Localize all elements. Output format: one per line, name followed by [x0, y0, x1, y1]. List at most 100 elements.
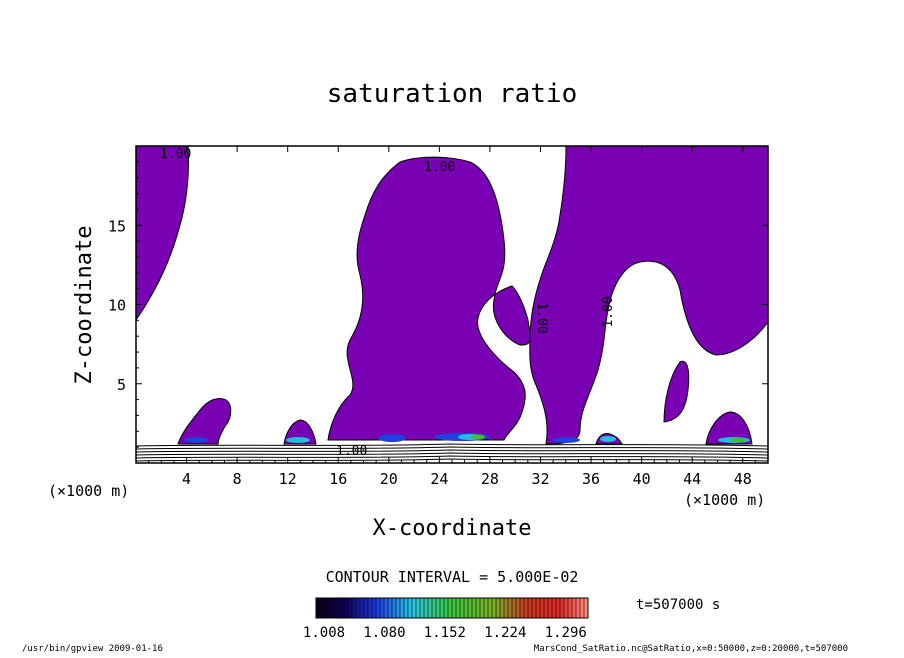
colorbar-swatch	[516, 598, 520, 618]
colorbar-swatch	[336, 598, 340, 618]
colorbar-tick-label: 1.296	[545, 625, 587, 641]
colorbar-swatch	[540, 598, 544, 618]
contour-label-4: 1.00	[601, 296, 616, 327]
colorbar-swatch	[524, 598, 528, 618]
colorbar-swatch	[328, 598, 332, 618]
surface-contour-lines	[136, 443, 768, 462]
colorbar-tick-label: 1.008	[303, 625, 345, 641]
x-tick-label: 24	[430, 470, 448, 488]
colorbar-swatch	[520, 598, 524, 618]
colorbar-swatch	[580, 598, 584, 618]
colorbar-swatch	[320, 598, 324, 618]
colorbar-swatch	[372, 598, 376, 618]
patch-34km	[552, 437, 580, 443]
colorbar-swatch	[436, 598, 440, 618]
patch-28km-green	[471, 434, 485, 440]
colorbar-swatch	[344, 598, 348, 618]
x-unit-right: (×1000 m)	[684, 491, 765, 509]
colorbar-swatch	[324, 598, 328, 618]
colorbar-tick-label: 1.224	[484, 625, 526, 641]
supersaturated-region-small-right	[663, 360, 690, 423]
colorbar-swatch	[568, 598, 572, 618]
colorbar-swatch	[356, 598, 360, 618]
colorbar-swatch	[368, 598, 372, 618]
y-axis-title: Z-coordinate	[72, 226, 97, 385]
x-tick-label: 32	[531, 470, 549, 488]
x-tick-label: 48	[734, 470, 752, 488]
y-tick-label: 15	[108, 217, 126, 235]
colorbar-swatch	[340, 598, 344, 618]
colorbar-swatch	[584, 598, 588, 618]
colorbar-swatch	[360, 598, 364, 618]
colorbar-swatch	[448, 598, 452, 618]
colorbar-ticks: 1.008 1.080 1.152 1.224 1.296	[303, 625, 587, 641]
colorbar-swatch	[316, 598, 320, 618]
contour-label-5: 1.00	[336, 444, 367, 459]
colorbar-swatch	[380, 598, 384, 618]
colorbar-swatch	[492, 598, 496, 618]
x-axis-title: X-coordinate	[373, 516, 532, 541]
contour-fill-group	[136, 146, 768, 445]
y-tick-label: 5	[117, 376, 126, 394]
colorbar-tick-label: 1.080	[363, 625, 405, 641]
colorbar-swatch	[488, 598, 492, 618]
colorbar-swatch	[484, 598, 488, 618]
patch-4km	[184, 437, 208, 443]
colorbar-swatch	[532, 598, 536, 618]
colorbar-swatch	[464, 598, 468, 618]
colorbar-swatch	[576, 598, 580, 618]
colorbar-swatch	[496, 598, 500, 618]
y-ticks: 5 10 15	[108, 161, 768, 448]
colorbar-swatch	[384, 598, 388, 618]
colorbar-swatch	[504, 598, 508, 618]
colorbar-swatch	[392, 598, 396, 618]
chart-title: saturation ratio	[327, 79, 577, 109]
contour-label-1: 1.00	[160, 147, 191, 162]
colorbar-swatch	[408, 598, 412, 618]
patch-37km	[600, 436, 616, 442]
colorbar-swatch	[444, 598, 448, 618]
contour-label-2: 1.00	[424, 160, 455, 175]
footer-left: /usr/bin/gpview 2009-01-16	[22, 644, 163, 654]
contour-label-3: 1.00	[534, 302, 549, 333]
x-tick-label: 16	[329, 470, 347, 488]
colorbar-swatch	[472, 598, 476, 618]
x-tick-label: 4	[182, 470, 191, 488]
colorbar-swatch	[352, 598, 356, 618]
colorbar-swatch	[420, 598, 424, 618]
colorbar-frame	[315, 597, 589, 619]
colorbar-swatch	[388, 598, 392, 618]
y-tick-label: 10	[108, 297, 126, 315]
colorbar-swatch	[552, 598, 556, 618]
colorbar-swatch	[572, 598, 576, 618]
colorbar-swatch	[412, 598, 416, 618]
supersaturated-region-left	[136, 146, 189, 321]
x-tick-label: 40	[633, 470, 651, 488]
supersaturated-region-right	[529, 146, 768, 445]
supersaturated-bump-4km	[177, 397, 232, 445]
colorbar-swatch	[424, 598, 428, 618]
supersaturated-region-center	[327, 156, 531, 441]
colorbar-swatch	[508, 598, 512, 618]
colorbar-swatch	[452, 598, 456, 618]
colorbar-swatch	[332, 598, 336, 618]
patch-48km-green	[730, 438, 746, 442]
x-ticks: 4 8 12 16 20 24 28 32 36 40 44 48	[148, 146, 756, 488]
colorbar	[315, 598, 588, 618]
x-tick-label: 28	[481, 470, 499, 488]
colorbar-swatch	[500, 598, 504, 618]
x-unit-left: (×1000 m)	[48, 482, 129, 500]
patch-13km	[286, 437, 310, 443]
colorbar-swatch	[560, 598, 564, 618]
colorbar-swatch	[376, 598, 380, 618]
contour-interval: CONTOUR INTERVAL = 5.000E-02	[326, 568, 579, 586]
colorbar-swatch	[416, 598, 420, 618]
colorbar-swatch	[460, 598, 464, 618]
colorbar-swatch	[348, 598, 352, 618]
colorbar-swatch	[440, 598, 444, 618]
colorbar-swatch	[536, 598, 540, 618]
colorbar-swatch	[476, 598, 480, 618]
colorbar-swatch	[480, 598, 484, 618]
